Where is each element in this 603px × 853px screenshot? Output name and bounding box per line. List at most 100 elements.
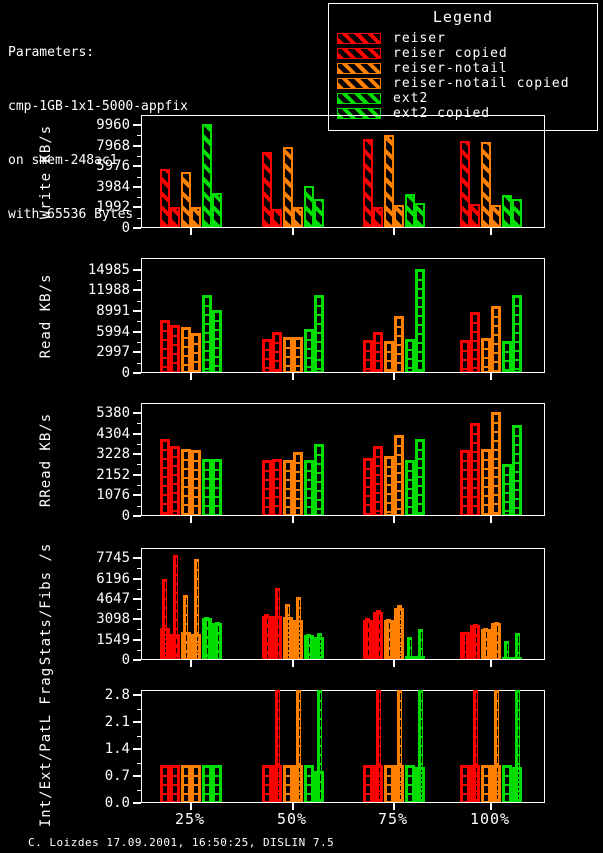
bar-reiser-notail-copied (491, 306, 501, 372)
y-tick (133, 268, 141, 271)
legend-item-label: ext2 copied (393, 106, 491, 121)
bar-peak-reiser-copied (375, 690, 381, 802)
bar-reiser-copied (170, 765, 180, 802)
bar-reiser-notail (180, 449, 191, 515)
bar-peak-reiser-copied (274, 690, 280, 802)
bar-reiser-notail (282, 337, 293, 372)
y-axis-title: RRead KB/s (38, 412, 54, 507)
y-minor-tick (137, 762, 141, 764)
y-tick-label: 7745 (96, 550, 130, 567)
y-tick-label: 0 (121, 652, 130, 668)
y-tick-label: 2.1 (104, 714, 130, 730)
legend-item-label: reiser copied (393, 46, 508, 61)
bar-peak-ext2 (306, 634, 311, 659)
y-tick (133, 638, 141, 641)
bar-peak-ext2-copied (316, 690, 322, 802)
x-tick (490, 228, 492, 235)
bar-reiser-copied (272, 459, 282, 515)
bar-peak-reiser-copied (274, 588, 280, 659)
x-tick (190, 803, 192, 810)
bar-reiser-copied (170, 446, 180, 515)
x-tick (292, 516, 294, 523)
x-tick (292, 660, 294, 667)
y-minor-tick (137, 505, 141, 507)
x-tick (393, 228, 395, 235)
legend-swatch-icon (337, 33, 381, 44)
legend-swatch-icon (337, 48, 381, 59)
bar-ext2 (404, 765, 415, 802)
y-tick (133, 144, 141, 147)
bar-peak-ext2-copied (417, 629, 423, 659)
y-tick (133, 557, 141, 560)
y-minor-tick (137, 342, 141, 344)
y-tick (133, 453, 141, 456)
bar-ext2-copied (314, 199, 324, 227)
x-tick (490, 803, 492, 810)
y-tick (133, 432, 141, 435)
y-tick-label: 0 (121, 508, 130, 524)
bar-ext2-copied (212, 193, 222, 227)
bar-reiser-notail-copied (191, 450, 201, 515)
bar-reiser-copied (373, 332, 383, 372)
bar-peak-reiser-copied (472, 690, 478, 802)
bar-reiser (362, 139, 373, 227)
bar-ext2-copied (512, 425, 522, 515)
y-tick (133, 473, 141, 476)
bar-reiser-copied (470, 312, 480, 372)
bar-ext2-copied (212, 459, 222, 515)
y-minor-tick (137, 708, 141, 710)
bar-ext2-copied (415, 439, 425, 515)
plot-frame (141, 258, 545, 373)
bar-peak-ext2-copied (417, 690, 423, 802)
y-tick (133, 802, 141, 804)
y-tick (133, 618, 141, 621)
x-tick (393, 803, 395, 810)
bar-ext2 (404, 460, 415, 515)
legend-item-label: reiser-notail copied (393, 76, 570, 91)
y-minor-tick (137, 609, 141, 611)
bar-peak-ext2-copied (514, 633, 520, 659)
bar-peak-ext2 (204, 617, 209, 659)
bar-reiser-notail (282, 460, 293, 515)
y-tick (133, 748, 141, 750)
bar-peak-ext2-copied (316, 633, 322, 659)
y-tick (133, 775, 141, 777)
bar-ext2-copied (212, 310, 222, 372)
y-tick-label: 9960 (96, 117, 130, 134)
bar-reiser (261, 339, 272, 372)
bar-reiser-notail (282, 147, 293, 227)
bar-peak-reiser-copied (172, 555, 178, 659)
y-tick-label: 4647 (96, 590, 130, 607)
y-tick (133, 721, 141, 723)
legend-swatch-icon (337, 78, 381, 89)
bar-ext2-copied (212, 765, 222, 802)
x-tick (190, 516, 192, 523)
x-tick (393, 373, 395, 380)
bar-reiser-notail-copied (491, 205, 501, 227)
y-tick-label: 2152 (96, 466, 130, 483)
bar-peak-reiser (462, 632, 467, 659)
bar-ext2 (501, 195, 512, 227)
y-tick (133, 372, 141, 374)
legend-swatch-icon (337, 63, 381, 74)
bar-reiser-notail-copied (293, 452, 303, 515)
legend-item-label: ext2 (393, 91, 429, 106)
y-minor-tick (137, 443, 141, 445)
bar-ext2 (404, 194, 415, 227)
y-minor-tick (137, 321, 141, 323)
bar-ext2-copied (415, 203, 425, 227)
bar-reiser-notail (480, 765, 491, 802)
y-tick-label: 1076 (96, 487, 130, 504)
bar-reiser-notail-copied (394, 435, 404, 515)
y-tick-label: 3984 (96, 178, 130, 195)
x-axis-label-25: 25% (174, 810, 206, 828)
y-tick (133, 124, 141, 127)
bar-ext2 (501, 765, 512, 802)
plot-frame (141, 115, 545, 228)
y-tick (133, 494, 141, 497)
plot-frame (141, 690, 545, 803)
bar-ext2 (201, 295, 212, 372)
bar-reiser-notail (383, 341, 394, 372)
y-minor-tick (137, 176, 141, 178)
